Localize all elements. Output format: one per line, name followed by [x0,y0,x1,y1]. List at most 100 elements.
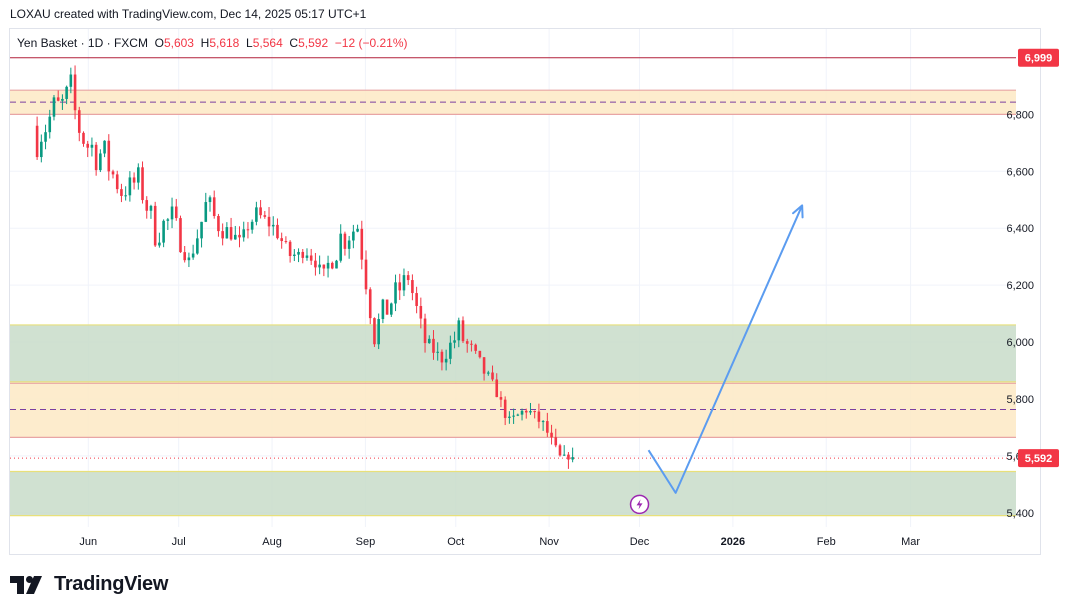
candle-body [259,207,262,216]
candle-body [470,343,473,345]
legend-low-value: 5,564 [252,36,283,50]
chart-caption: LOXAU created with TradingView.com, Dec … [10,7,367,21]
candle-body [132,177,136,183]
candle-body [398,282,402,291]
ohlc-legend: Yen Basket · 1D · FXCM O5,603 H5,618 L5,… [17,36,408,50]
candle-body [347,240,351,249]
candle-body [170,206,174,220]
candle-body [541,421,545,423]
candle-body [339,233,343,261]
chart-frame [9,28,1041,555]
candle-body [360,228,364,260]
time-axis-label: Jul [172,536,186,548]
candle-body [516,414,520,416]
candle-body [411,280,414,294]
legend-high-value: 5,618 [209,36,240,50]
candle-body [158,242,161,246]
candle-body [444,358,448,363]
candle-body [111,171,115,175]
candle-body [487,372,490,374]
candle-body [141,167,144,201]
price-badge-bg [1018,48,1059,67]
candle-body [90,144,94,148]
tradingview-logo[interactable]: TradingView [10,573,168,596]
candle-body [474,344,477,351]
price-axis-label: 6,600 [1006,166,1034,178]
candle-body [103,140,106,154]
candle-body [124,195,127,197]
candle-body [153,205,157,246]
candle-body [52,97,56,117]
candle-body [503,399,507,418]
candle-body [196,238,199,254]
candle-body [267,216,271,227]
candle-body [440,351,444,363]
price-badge-label: 5,592 [1025,453,1053,465]
candle-body [373,318,376,345]
candle-body [225,227,229,239]
candle-body [390,303,393,315]
candle-body [276,224,279,239]
candle-body [309,255,313,261]
candle-body [326,262,330,269]
candle-body [191,253,195,258]
candle-body [221,231,224,239]
time-axis-label: Dec [630,536,650,548]
candle-body [381,299,385,320]
candle-body [520,410,524,415]
candle-body [314,260,317,268]
candle-body [293,254,296,256]
candle-body [255,207,258,222]
legend-open-label: O [154,36,164,50]
candle-body [385,299,389,315]
dividends-icon [629,494,650,515]
legend-symbol: Yen Basket · 1D · FXCM [17,36,148,50]
candle-body [301,251,305,258]
candle-body [343,233,347,249]
legend-low-label: L [246,36,253,50]
candle-body [436,351,440,353]
time-axis-label: Oct [447,536,464,548]
supply-zone [10,383,1016,438]
demand-zone [10,324,1016,382]
legend-open-value: 5,603 [163,36,194,50]
candle-body [330,262,334,269]
candle-body [554,437,558,446]
candle-body [271,224,275,227]
candles [35,65,574,469]
candle-body [352,231,355,241]
candle-body [82,132,85,144]
candle-body [238,234,241,238]
candle-body [44,132,47,142]
candle-body [419,306,423,319]
candle-body [242,229,246,238]
legend-change: −12 (−0.21%) [334,36,408,50]
candle-body [571,457,574,460]
time-axis-label: Nov [539,536,559,548]
candle-body [212,197,216,217]
legend-close-value: 5,592 [298,36,329,50]
price-badge-bg [1018,449,1059,468]
candle-body [402,275,406,291]
candle-body [65,86,68,99]
price-axis-label: 6,400 [1006,223,1034,235]
candle-body [529,411,532,413]
candle-body [562,454,566,456]
candle-body [145,200,149,211]
candle-body [453,340,456,343]
candle-body [427,338,431,344]
demand-zone [10,471,1016,516]
candle-body [174,206,178,219]
candle-body [297,251,300,255]
event-icon-bolt [636,499,643,510]
candle-body [537,411,541,422]
candle-body [208,197,212,203]
candle-body [482,357,486,374]
candle-body [179,218,182,253]
candle-body [217,216,220,232]
projection-arrowhead [792,204,804,219]
price-badge: 5,592 [1018,449,1059,468]
candle-body [478,350,482,358]
candle-body [495,379,499,398]
